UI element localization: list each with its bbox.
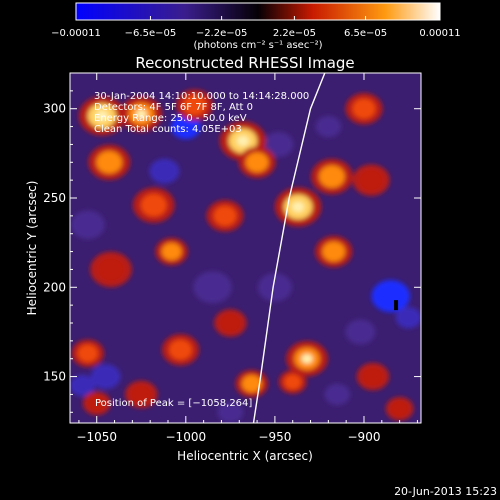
heatmap-cold-region <box>324 383 351 406</box>
annotation-time: 30-Jan-2004 14:10:10.000 to 14:14:28.000 <box>94 91 309 102</box>
colorbar-tick-label: −6.5e−05 <box>125 28 177 39</box>
heatmap-hot-region <box>140 193 167 217</box>
heatmap-hot-region <box>183 95 207 116</box>
x-axis-label: Heliocentric X (arcsec) <box>177 449 313 463</box>
heatmap-hot-region <box>352 98 376 119</box>
heatmap-area <box>70 73 421 423</box>
heatmap-hot-region <box>220 314 241 332</box>
heatmap-cold-region <box>193 271 232 304</box>
colorbar-unit-label: (photons cm⁻² s⁻¹ asec⁻²) <box>193 40 322 51</box>
peak-marker <box>394 300 399 311</box>
y-tick-label: 300 <box>43 102 66 116</box>
heatmap-cold-region <box>149 158 180 184</box>
heatmap-cold-region <box>345 319 376 345</box>
heatmap-hot-region <box>77 344 98 363</box>
heatmap-hot-region <box>245 152 269 173</box>
heatmap-hot-region <box>322 241 346 262</box>
heatmap-cold-region <box>395 306 421 329</box>
annotation-peak-position: Position of Peak = [−1058,264] <box>95 398 252 409</box>
x-axis-ticks: −1050 −1000 −950 −900 <box>76 73 418 444</box>
heatmap-cold-region <box>70 210 105 240</box>
y-axis-ticks: 150 200 250 300 <box>43 72 421 413</box>
y-axis-label: Heliocentric Y (arcsec) <box>25 181 39 316</box>
heatmap-cold-region <box>263 131 294 157</box>
heatmap-hot-region <box>241 374 262 393</box>
x-tick-label: −1050 <box>76 430 117 444</box>
y-tick-label: 250 <box>43 191 66 205</box>
heatmap-hot-core <box>301 353 313 364</box>
heatmap-cold-region <box>315 115 342 138</box>
heatmap-hot-region <box>213 205 237 226</box>
heatmap-hot-region <box>88 395 106 411</box>
annotation-block: 30-Jan-2004 14:10:10.000 to 14:14:28.000… <box>94 91 309 409</box>
heatmap-hot-region <box>169 339 192 360</box>
annotation-detectors: Detectors: 4F 5F 6F 7F 8F, Att 0 <box>94 102 253 113</box>
heatmap-cold-region <box>70 374 96 397</box>
x-tick-label: −950 <box>258 430 291 444</box>
x-tick-label: −900 <box>348 430 381 444</box>
heatmap-hot-region <box>284 374 302 390</box>
colorbar-tick-label: −0.00011 <box>51 28 101 39</box>
colorbar: −0.00011 −6.5e−05 −2.2e−05 2.2e−05 6.5e−05 0.… <box>51 2 461 51</box>
heatmap-cold-region <box>90 364 121 390</box>
timestamp: 20-Jun-2013 15:23 <box>394 485 497 498</box>
colorbar-tick-label: 6.5e−05 <box>344 28 387 39</box>
heatmap-hot-region <box>98 258 124 281</box>
heatmap-cold-region <box>257 273 293 302</box>
y-tick-label: 200 <box>43 280 66 294</box>
annotation-energy: Energy Range: 25.0 - 50.0 keV <box>94 113 247 124</box>
colorbar-tick-label: 0.00011 <box>419 28 460 39</box>
heatmap-hot-core <box>135 109 147 119</box>
heatmap-hot-region <box>359 170 383 191</box>
colorbar-tick-label: 2.2e−05 <box>273 28 316 39</box>
heatmap-cold-region <box>217 401 244 423</box>
solar-limb-line <box>252 73 326 423</box>
heatmap-hot-region <box>161 242 182 261</box>
x-tick-label: −1000 <box>166 430 207 444</box>
heatmap-cold-region <box>371 280 410 313</box>
dark-spot-marker <box>394 300 399 311</box>
annotation-counts: Clean Total counts: 4.05E+03 <box>94 124 242 135</box>
heatmap-hot-region <box>131 385 152 404</box>
plot-frame <box>69 72 422 424</box>
heatmap-hot-region <box>319 165 345 188</box>
heatmap-hot-core <box>236 135 250 147</box>
colorbar-tick-label: −2.2e−05 <box>196 28 248 39</box>
heatmap-hot-core <box>95 110 109 122</box>
heatmap-hot-core <box>291 201 305 213</box>
colorbar-gradient <box>75 2 441 21</box>
colorbar-ticks: −0.00011 −6.5e−05 −2.2e−05 2.2e−05 6.5e−05 0.… <box>51 16 461 39</box>
heatmap-hot-region <box>362 367 383 386</box>
heatmap-hot-region <box>391 401 409 417</box>
heatmap-hot-region <box>96 151 123 174</box>
chart-title: Reconstructed RHESSI Image <box>135 54 354 72</box>
y-tick-label: 150 <box>43 370 66 384</box>
